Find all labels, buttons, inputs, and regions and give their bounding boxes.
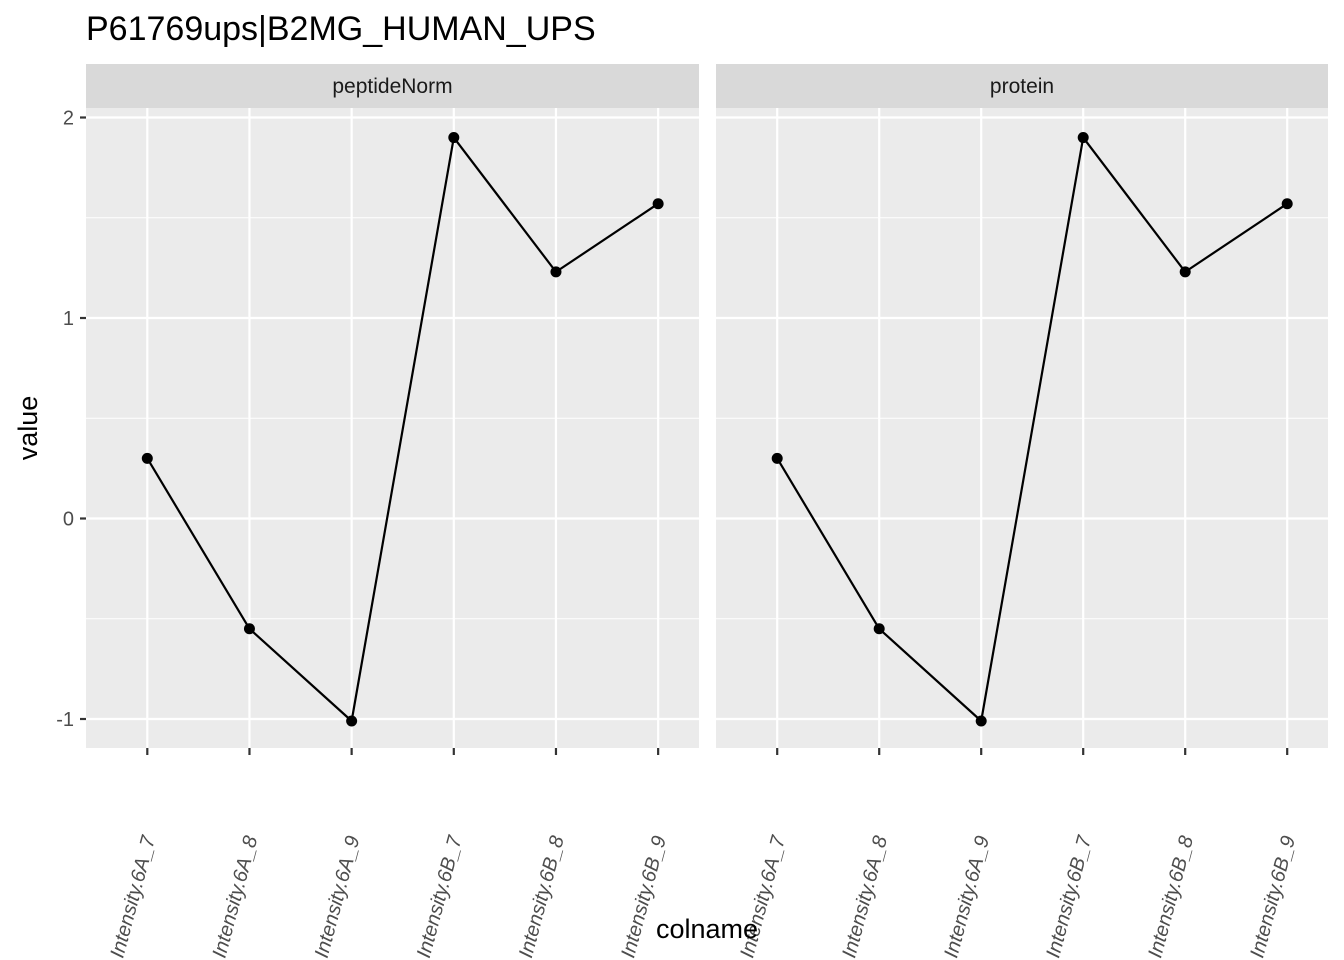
x-tick-label: Intensity.6B_7 — [413, 833, 467, 960]
x-axis-title: colname — [656, 914, 758, 944]
x-tick-label: Intensity.6A_9 — [940, 834, 994, 960]
facet-panels: peptideNorm -1 0 1 2 Intensity.6A_7 Intensity.… — [56, 64, 1328, 960]
data-point — [771, 452, 783, 464]
data-point — [141, 452, 153, 464]
facet-strip-label: protein — [990, 75, 1054, 98]
x-tick-label: Intensity.6A_8 — [838, 834, 892, 960]
y-tick-label: -1 — [56, 709, 74, 731]
series-line — [146, 136, 659, 723]
y-axis-title: value — [13, 396, 43, 461]
data-point — [1281, 198, 1293, 210]
facet-strip — [86, 64, 699, 108]
facet-strip — [716, 64, 1328, 108]
data-point — [346, 715, 358, 727]
panel-background — [86, 108, 699, 748]
facet-strip-label: peptideNorm — [332, 75, 452, 98]
x-tick-label: Intensity.6B_8 — [515, 834, 569, 960]
data-point — [550, 266, 562, 278]
x-tick-label: Intensity.6B_8 — [1144, 834, 1198, 960]
data-point — [873, 623, 885, 635]
data-point — [448, 132, 460, 144]
y-tick-label: 2 — [63, 108, 74, 130]
facet-peptideNorm: peptideNorm -1 0 1 2 Intensity.6A_7 Intensity.… — [56, 64, 699, 960]
x-tick-label: Intensity.6B_9 — [1246, 834, 1300, 960]
x-tick-label: Intensity.6B_7 — [1042, 833, 1096, 960]
x-tick-label: Intensity.6A_9 — [311, 834, 365, 960]
y-tick-label: 0 — [63, 509, 74, 531]
data-point — [243, 623, 255, 635]
data-point — [1179, 266, 1191, 278]
x-tick-label: Intensity.6A_7 — [106, 833, 160, 960]
data-point — [652, 198, 664, 210]
panel-background — [716, 108, 1328, 748]
x-tick-label: Intensity.6A_8 — [209, 834, 263, 960]
chart-title: P61769ups|B2MG_HUMAN_UPS — [86, 10, 596, 48]
y-tick-label: 1 — [63, 308, 74, 330]
data-point — [975, 715, 987, 727]
series-line — [776, 136, 1288, 723]
data-point — [1077, 132, 1089, 144]
